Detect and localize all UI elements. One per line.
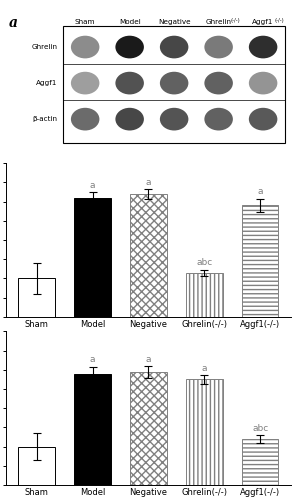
Text: a: a xyxy=(146,178,151,187)
Text: (-/-): (-/-) xyxy=(275,18,284,22)
Ellipse shape xyxy=(249,72,277,94)
Ellipse shape xyxy=(115,108,144,130)
Text: b: b xyxy=(143,360,153,374)
Bar xyxy=(74,198,111,317)
Ellipse shape xyxy=(160,36,188,59)
Text: Model: Model xyxy=(119,19,141,25)
Text: Aggf1: Aggf1 xyxy=(36,80,57,86)
Text: Ghrelin: Ghrelin xyxy=(206,19,232,25)
Text: a: a xyxy=(90,180,95,190)
Text: Aggf1: Aggf1 xyxy=(253,19,274,25)
Ellipse shape xyxy=(204,108,233,130)
Bar xyxy=(63,26,285,143)
Bar xyxy=(19,446,55,485)
Ellipse shape xyxy=(204,72,233,94)
Text: β-actin: β-actin xyxy=(32,116,57,122)
Bar xyxy=(19,278,55,317)
Text: Sham: Sham xyxy=(75,19,96,25)
Bar xyxy=(186,380,223,485)
Text: abc: abc xyxy=(196,258,213,267)
Ellipse shape xyxy=(71,72,99,94)
Text: (-/-): (-/-) xyxy=(230,18,240,22)
Bar xyxy=(186,272,223,317)
Bar xyxy=(242,439,278,485)
Text: a: a xyxy=(202,364,207,372)
Ellipse shape xyxy=(71,108,99,130)
Text: a: a xyxy=(146,354,151,364)
Text: a: a xyxy=(258,187,263,196)
Bar xyxy=(130,372,167,485)
Text: a: a xyxy=(90,356,95,364)
Ellipse shape xyxy=(204,36,233,59)
Text: a: a xyxy=(9,16,18,30)
Text: Ghrelin: Ghrelin xyxy=(31,44,57,50)
Ellipse shape xyxy=(71,36,99,59)
Ellipse shape xyxy=(115,72,144,94)
Bar xyxy=(130,194,167,317)
Text: Negative: Negative xyxy=(158,19,191,25)
Ellipse shape xyxy=(249,108,277,130)
Ellipse shape xyxy=(160,108,188,130)
Ellipse shape xyxy=(249,36,277,59)
Bar xyxy=(242,206,278,317)
Text: abc: abc xyxy=(252,424,268,433)
Bar xyxy=(74,374,111,485)
Ellipse shape xyxy=(160,72,188,94)
Ellipse shape xyxy=(115,36,144,59)
